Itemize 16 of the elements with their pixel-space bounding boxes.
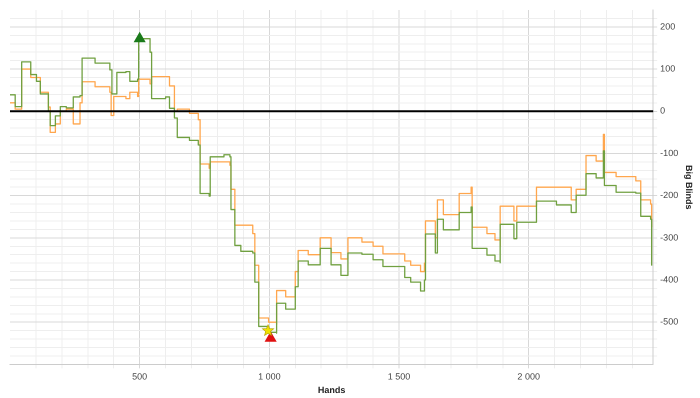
point <box>134 32 146 42</box>
y-tick-label: -200 <box>660 190 678 200</box>
y-tick-label: -500 <box>660 316 678 327</box>
y-tick-label: 200 <box>660 21 676 32</box>
y-tick-label: -400 <box>660 274 678 285</box>
x-tick-label: 1 500 <box>388 371 410 382</box>
x-tick-label: 500 <box>132 371 148 382</box>
y-tick-label: -300 <box>660 232 678 242</box>
point <box>262 324 274 336</box>
y-axis-title: Big Blinds <box>684 164 694 210</box>
x-axis-title: Hands <box>318 385 346 396</box>
y-tick-label: -100 <box>660 148 678 158</box>
x-tick-label: 1 000 <box>258 371 281 382</box>
x-tick-label: 2 000 <box>517 371 540 382</box>
y-tick-label: 0 <box>660 106 666 116</box>
y-tick-label: 100 <box>660 64 676 74</box>
